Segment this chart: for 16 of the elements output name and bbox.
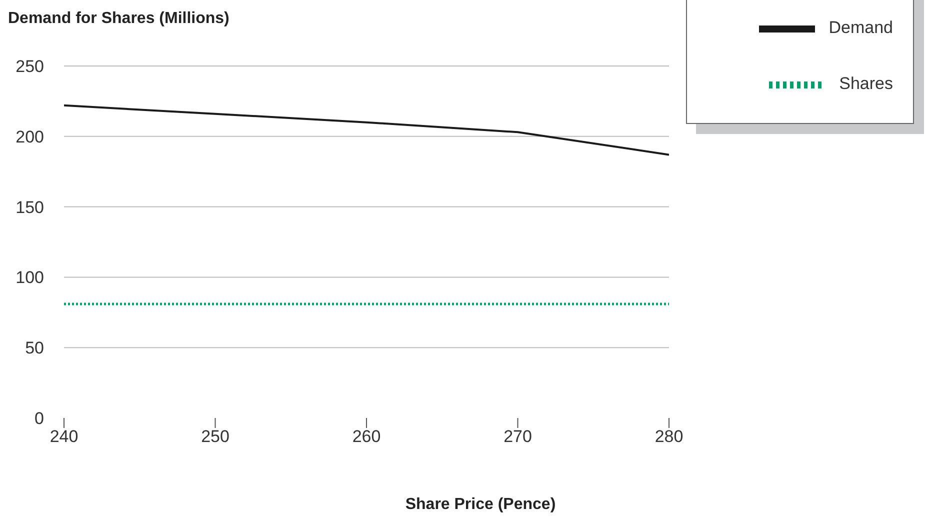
y-tick-label: 50 [25, 338, 44, 358]
legend-label: Shares [839, 74, 893, 94]
x-tick-label: 240 [50, 427, 78, 446]
y-tick-label: 150 [16, 198, 44, 217]
x-tick-label: 250 [201, 427, 230, 446]
chart-title: Demand for Shares (Millions) [8, 10, 230, 28]
x-tick-label: 280 [654, 427, 684, 446]
legend-label: Demand [828, 18, 893, 38]
x-tick-label: 270 [504, 427, 532, 446]
y-tick-label: 100 [16, 268, 44, 288]
y-tick-label: 250 [16, 57, 44, 76]
line-series [64, 104, 669, 156]
y-tick-label: 200 [16, 127, 44, 146]
x-tick-label: 260 [352, 427, 381, 446]
y-tick-label: 0 [34, 409, 44, 428]
x-axis-title: Share Price (Pence) [404, 496, 557, 514]
